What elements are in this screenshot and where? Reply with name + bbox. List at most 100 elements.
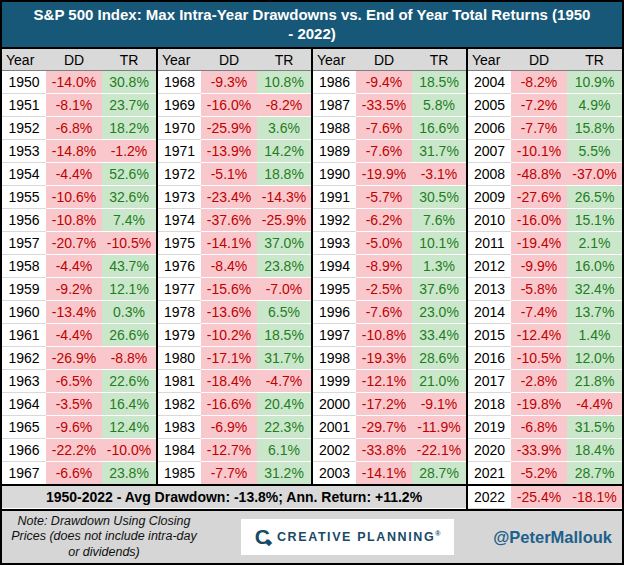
column-header: TR (567, 49, 622, 71)
tr-cell: 2.1% (567, 232, 622, 255)
tr-cell: 5.8% (412, 94, 467, 117)
year-cell: 1956 (2, 209, 46, 232)
tr-cell: 23.7% (102, 94, 157, 117)
tr-cell: -3.1% (412, 163, 467, 186)
dd-cell: -48.8% (511, 163, 567, 186)
year-cell: 2021 (467, 462, 511, 486)
dd-cell: -9.6% (46, 416, 102, 439)
dd-cell: -8.2% (511, 71, 567, 94)
table-row: 1953-14.8%-1.2%1971-13.9%14.2%1989-7.6%3… (2, 140, 622, 163)
dd-cell: -12.1% (356, 370, 412, 393)
dd-cell: -19.4% (511, 232, 567, 255)
table-row: 1962-26.9%-8.8%1980-17.1%31.7%1998-19.3%… (2, 347, 622, 370)
tr-cell: 0.3% (102, 301, 157, 324)
tr-cell: 20.4% (257, 393, 312, 416)
tr-cell: -14.3% (257, 186, 312, 209)
dd-cell: -5.1% (201, 163, 257, 186)
tr-cell: 22.3% (257, 416, 312, 439)
dd-cell: -12.4% (511, 324, 567, 347)
dd-cell: -4.4% (46, 255, 102, 278)
tr-cell: 12.0% (567, 347, 622, 370)
dd-cell: -4.4% (46, 324, 102, 347)
year-cell: 1981 (157, 370, 201, 393)
dd-cell: -13.4% (46, 301, 102, 324)
year-cell: 1966 (2, 439, 46, 462)
tr-cell: 28.6% (412, 347, 467, 370)
year-cell: 2018 (467, 393, 511, 416)
year-cell: 1964 (2, 393, 46, 416)
table-row: 1960-13.4%0.3%1978-13.6%6.5%1996-7.6%23.… (2, 301, 622, 324)
table-row: 1967-6.6%23.8%1985-7.7%31.2%2003-14.1%28… (2, 462, 622, 486)
dd-cell: -6.9% (201, 416, 257, 439)
year-cell: 1953 (2, 140, 46, 163)
year-cell: 1994 (312, 255, 356, 278)
dd-cell: -4.4% (46, 163, 102, 186)
table-row: 1958-4.4%43.7%1976-8.4%23.8%1994-8.9%1.3… (2, 255, 622, 278)
dd-cell: -27.6% (511, 186, 567, 209)
year-cell: 1983 (157, 416, 201, 439)
tr-cell: -7.0% (257, 278, 312, 301)
dd-cell: -37.6% (201, 209, 257, 232)
dd-cell: -10.8% (356, 324, 412, 347)
tr-cell: 30.8% (102, 71, 157, 94)
year-cell: 2006 (467, 117, 511, 140)
table-row: 1955-10.6%32.6%1973-23.4%-14.3%1991-5.7%… (2, 186, 622, 209)
dd-cell: -18.4% (201, 370, 257, 393)
year-cell: 1962 (2, 347, 46, 370)
dd-cell: -2.8% (511, 370, 567, 393)
tr-cell: 43.7% (102, 255, 157, 278)
dd-cell: -17.2% (356, 393, 412, 416)
column-header: Year (467, 49, 511, 71)
year-cell: 1960 (2, 301, 46, 324)
dd-cell: -16.0% (511, 209, 567, 232)
tr-cell: 23.8% (102, 462, 157, 486)
column-header: DD (356, 49, 412, 71)
dd-cell: -33.8% (356, 439, 412, 462)
year-cell: 1951 (2, 94, 46, 117)
year-cell: 1968 (157, 71, 201, 94)
year-cell: 1984 (157, 439, 201, 462)
tr-cell: 18.2% (102, 117, 157, 140)
column-header: DD (46, 49, 102, 71)
table-row: 1951-8.1%23.7%1969-16.0%-8.2%1987-33.5%5… (2, 94, 622, 117)
tr-cell: 16.4% (102, 393, 157, 416)
tr-cell: 22.6% (102, 370, 157, 393)
tr-cell: 5.5% (567, 140, 622, 163)
dd-cell: -5.0% (356, 232, 412, 255)
year-cell: 1973 (157, 186, 201, 209)
dd-cell: -13.9% (201, 140, 257, 163)
dd-cell: -6.2% (356, 209, 412, 232)
tr-cell: 12.4% (102, 416, 157, 439)
tr-cell: 10.8% (257, 71, 312, 94)
column-header: Year (2, 49, 46, 71)
tr-cell: -4.7% (257, 370, 312, 393)
tr-cell: 37.6% (412, 278, 467, 301)
dd-cell: -33.9% (511, 439, 567, 462)
dd-cell: -19.8% (511, 393, 567, 416)
tr-cell: 18.4% (567, 439, 622, 462)
page-title: S&P 500 Index: Max Intra-Year Drawdowns … (2, 2, 622, 49)
dd-cell: -8.9% (356, 255, 412, 278)
dd-cell: -9.4% (356, 71, 412, 94)
brand-wordmark: CREATIVE PLANNING® (277, 530, 440, 544)
year-cell: 1980 (157, 347, 201, 370)
year-cell: 1993 (312, 232, 356, 255)
table-row: 1963-6.5%22.6%1981-18.4%-4.7%1999-12.1%2… (2, 370, 622, 393)
column-header: TR (257, 49, 312, 71)
year-cell: 2015 (467, 324, 511, 347)
column-header: Year (312, 49, 356, 71)
year-cell: 1991 (312, 186, 356, 209)
dd-cell: -14.1% (356, 462, 412, 486)
year-cell: 1999 (312, 370, 356, 393)
tr-cell: 26.6% (102, 324, 157, 347)
tr-cell: -25.9% (257, 209, 312, 232)
year-cell: 1972 (157, 163, 201, 186)
tr-cell: 33.4% (412, 324, 467, 347)
dd-cell: -7.6% (356, 140, 412, 163)
year-cell: 1989 (312, 140, 356, 163)
tr-cell: 30.5% (412, 186, 467, 209)
year-cell: 1958 (2, 255, 46, 278)
tr-cell: 10.9% (567, 71, 622, 94)
tr-cell: 7.6% (412, 209, 467, 232)
year-cell: 1961 (2, 324, 46, 347)
